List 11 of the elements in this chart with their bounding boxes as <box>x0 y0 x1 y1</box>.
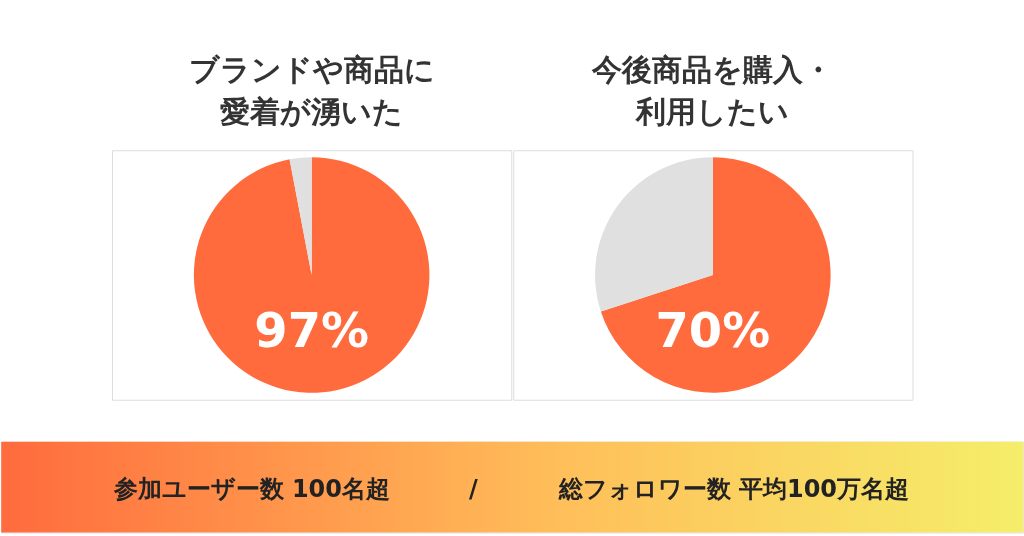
pie-slice <box>289 157 312 275</box>
data-label: 70% <box>655 302 771 358</box>
pie-slice <box>193 157 430 393</box>
pie-slice <box>595 157 713 312</box>
chart-title: ブランドや商品に愛着が湧いた <box>188 52 435 130</box>
chart-title: 今後商品を購入・利用したい <box>591 52 834 130</box>
pie-slice <box>600 157 831 393</box>
text: 総フォロワー数 平均100万名超 <box>557 474 909 503</box>
data-label: 97% <box>254 302 369 358</box>
text: 参加ユーザー数 100名超 <box>112 474 390 503</box>
text: / <box>468 474 478 503</box>
